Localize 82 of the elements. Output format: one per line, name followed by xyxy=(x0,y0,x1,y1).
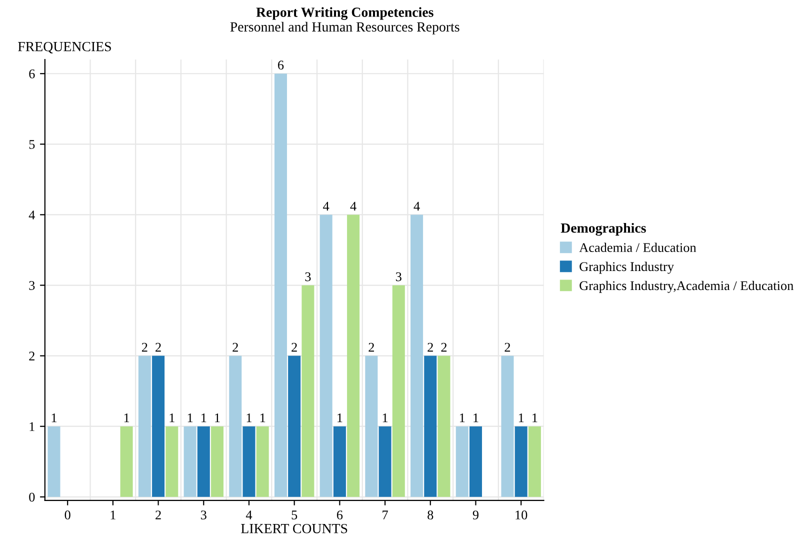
y-tick-label: 4 xyxy=(28,210,35,220)
y-axis-title: FREQUENCIES xyxy=(18,42,111,54)
bar xyxy=(392,285,405,497)
bar xyxy=(469,426,482,497)
data-label: 2 xyxy=(156,342,161,352)
y-tick-label: 5 xyxy=(29,140,35,149)
data-label: 1 xyxy=(188,413,193,422)
data-label: 1 xyxy=(246,413,252,422)
bar xyxy=(274,74,287,497)
legend-label: Graphics Industry,Academia / Education xyxy=(580,280,794,293)
bar xyxy=(424,356,437,497)
data-label: 1 xyxy=(215,413,220,422)
chart-subtitle: Personnel and Human Resources Reports xyxy=(230,22,460,34)
data-label: 1 xyxy=(52,413,56,422)
bar xyxy=(456,426,468,497)
bar xyxy=(333,426,346,497)
y-tick-label: 6 xyxy=(29,69,35,78)
bar xyxy=(410,214,424,497)
bar xyxy=(48,426,60,497)
data-label: 2 xyxy=(142,342,148,352)
bar xyxy=(152,356,165,497)
x-tick-label: 3 xyxy=(200,510,206,520)
y-tick-label: 1 xyxy=(30,422,34,431)
data-label: 2 xyxy=(368,342,374,352)
data-label: 1 xyxy=(518,413,524,422)
data-label: 4 xyxy=(350,202,356,211)
data-label: 2 xyxy=(292,342,297,352)
data-label: 6 xyxy=(278,60,284,70)
bar xyxy=(438,356,450,497)
data-label: 1 xyxy=(201,413,206,422)
bar xyxy=(120,426,133,497)
data-label: 1 xyxy=(382,413,388,422)
data-label: 1 xyxy=(338,413,342,422)
x-tick-label: 7 xyxy=(382,510,388,520)
bar xyxy=(197,426,210,497)
data-label: 4 xyxy=(323,202,330,211)
y-tick-label: 2 xyxy=(29,352,34,360)
data-label: 2 xyxy=(428,342,433,352)
data-label: 3 xyxy=(396,272,402,282)
data-label: 3 xyxy=(305,272,311,282)
bar xyxy=(166,426,178,497)
chart-title: Report Writing Competencies xyxy=(256,7,434,20)
x-tick-label: 2 xyxy=(156,510,161,520)
data-label: 1 xyxy=(474,413,478,422)
y-tick-label: 0 xyxy=(29,492,35,502)
data-label: 1 xyxy=(260,413,266,422)
x-tick-label: 1 xyxy=(110,510,116,520)
data-label: 4 xyxy=(414,202,420,211)
data-label: 2 xyxy=(232,342,238,352)
y-tick-label: 3 xyxy=(29,281,35,290)
bar xyxy=(184,426,196,497)
bar xyxy=(501,356,514,497)
data-label: 1 xyxy=(532,413,538,422)
bar xyxy=(288,356,301,497)
bar xyxy=(256,426,269,497)
bar xyxy=(378,426,392,497)
x-tick-label: 10 xyxy=(516,510,528,520)
data-label: 2 xyxy=(504,342,510,352)
bar xyxy=(229,356,242,497)
data-label: 2 xyxy=(441,342,447,352)
legend-label: Academia / Education xyxy=(579,242,696,252)
bar xyxy=(528,426,541,497)
x-tick-label: 8 xyxy=(428,510,434,520)
legend-title: Demographics xyxy=(560,222,646,236)
data-label: 1 xyxy=(124,413,130,422)
data-label: 1 xyxy=(170,413,174,422)
legend-label: Graphics Industry xyxy=(580,262,674,274)
data-label: 1 xyxy=(460,413,465,422)
bar xyxy=(514,426,528,497)
x-tick-label: 4 xyxy=(246,510,252,520)
bar xyxy=(210,426,224,497)
bar xyxy=(347,214,360,497)
x-tick-label: 0 xyxy=(64,510,70,520)
bar xyxy=(302,285,314,497)
x-axis-title: LIKERT COUNTS xyxy=(241,524,348,534)
x-tick-label: 9 xyxy=(472,510,478,520)
x-tick-label: 5 xyxy=(292,510,298,520)
x-tick-label: 6 xyxy=(336,510,343,520)
bar xyxy=(365,356,378,497)
bar xyxy=(320,214,332,497)
bar xyxy=(138,356,151,497)
bar xyxy=(242,426,256,497)
